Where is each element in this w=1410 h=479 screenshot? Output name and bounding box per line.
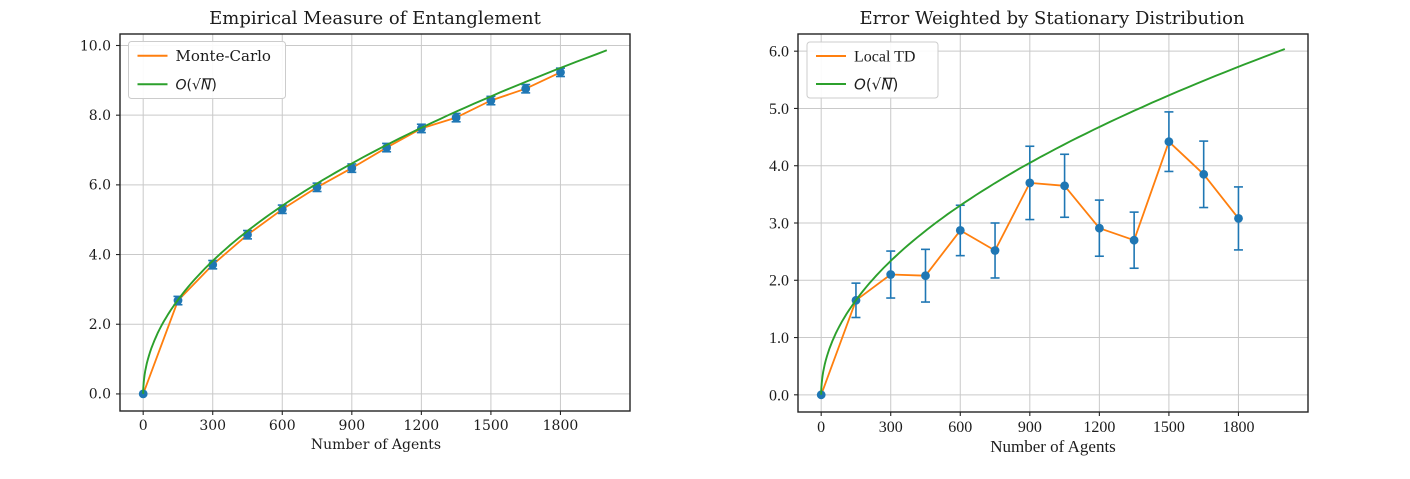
x-tick-label: 600 — [269, 418, 296, 434]
y-tick-label: 10.0 — [80, 38, 111, 54]
error-bars-local-td — [851, 111, 1243, 319]
y-tick-label: 6.0 — [89, 178, 111, 194]
data-point-marker — [347, 163, 357, 173]
data-point-marker — [451, 113, 461, 122]
x-tick-label: 300 — [879, 419, 903, 436]
data-point-marker — [1199, 169, 1209, 179]
y-tick-label: 2.0 — [89, 317, 111, 333]
markers-local-td — [816, 137, 1243, 400]
x-tick-label: 1800 — [543, 418, 579, 434]
data-point-marker — [521, 84, 531, 94]
x-tick-label: 900 — [338, 418, 365, 434]
y-tick-label: 8.0 — [89, 108, 111, 124]
x-tick-label: 900 — [1018, 419, 1042, 436]
x-tick-label: 300 — [199, 418, 226, 434]
data-point-marker — [1129, 235, 1139, 245]
error-bars-monte-carlo — [173, 67, 565, 306]
y-tick-label: 5.0 — [769, 101, 789, 118]
legend-label-o-n: O(√N) — [176, 78, 217, 94]
data-point-marker — [955, 226, 965, 235]
left-x-axis-label: Number of Agents — [310, 437, 442, 453]
data-point-marker — [1060, 181, 1069, 191]
data-point-marker — [1164, 137, 1174, 147]
x-tick-label: 0 — [139, 418, 148, 434]
y-tick-label: 4.0 — [89, 247, 111, 263]
sqrt-curve-o-n — [142, 49, 608, 394]
y-tick-label: 4.0 — [769, 158, 789, 175]
data-point-marker — [1234, 214, 1243, 223]
legend-box — [128, 41, 286, 99]
legend: Local TD O(√N) — [806, 41, 939, 99]
legend-label-o-n: O(√N) — [854, 76, 898, 94]
y-tick-label: 0.0 — [769, 387, 789, 404]
sqrt-curve-o-n — [820, 48, 1286, 395]
plot-border — [119, 33, 631, 412]
data-point-marker — [1095, 223, 1104, 233]
plot-border — [797, 33, 1309, 413]
x-tick-label: 1200 — [404, 418, 440, 434]
right-chart-title: Error Weighted by Stationary Distributio… — [859, 8, 1245, 29]
y-tick-label: 3.0 — [769, 215, 789, 232]
legend: Monte-Carlo O(√N) — [128, 41, 286, 99]
axis-ticks: 0 300 600 900 1200 1500 1800 0.0 2.0 4.0 6.0 8.0 10.… — [80, 38, 578, 434]
chart-1-plot: 0 300 600 900 1200 1500 1800 0.0 1.0 2.0 3.0 4.0 5.0… — [769, 33, 1309, 436]
data-point-marker — [886, 270, 896, 279]
x-tick-label: 0 — [817, 419, 825, 436]
legend-label-local-td: Local TD — [854, 49, 915, 66]
y-tick-label: 6.0 — [769, 44, 789, 61]
x-tick-label: 600 — [948, 419, 972, 436]
left-chart-title: Empirical Measure of Entanglement — [209, 8, 541, 29]
data-point-marker — [556, 67, 565, 77]
right-x-axis-label: Number of Agents — [990, 437, 1116, 456]
data-point-marker — [1025, 178, 1035, 188]
x-tick-label: 1800 — [1222, 419, 1254, 436]
x-tick-label: 1200 — [1083, 419, 1115, 436]
chart-0-plot: 0 300 600 900 1200 1500 1800 0.0 2.0 4.0 6.0 8.0 10.… — [80, 33, 631, 434]
legend-label-monte-carlo: Monte-Carlo — [176, 47, 271, 65]
x-tick-label: 1500 — [1153, 419, 1185, 436]
y-tick-label: 1.0 — [769, 330, 789, 347]
data-point-marker — [990, 246, 1000, 255]
x-tick-label: 1500 — [473, 418, 509, 434]
data-point-marker — [921, 271, 930, 281]
y-tick-label: 0.0 — [89, 387, 111, 403]
axis-ticks: 0 300 600 900 1200 1500 1800 0.0 1.0 2.0 3.0 4.0 5.0… — [769, 44, 1254, 436]
y-tick-label: 2.0 — [769, 273, 789, 290]
